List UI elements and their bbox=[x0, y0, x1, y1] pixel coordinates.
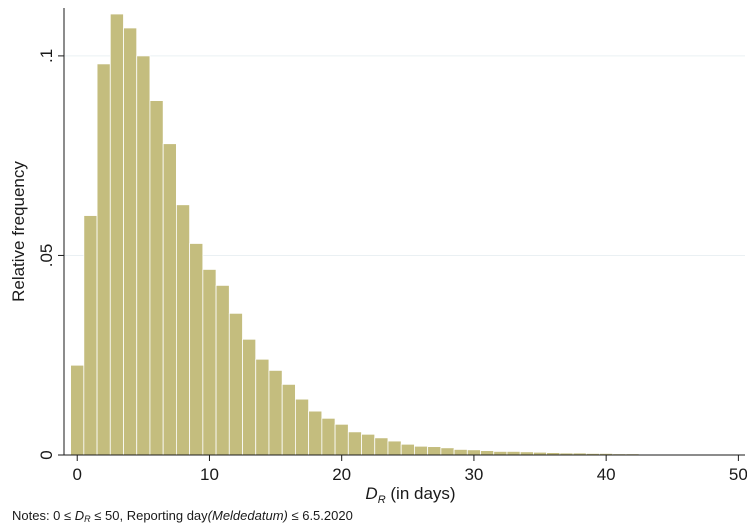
y-tick-label: .1 bbox=[37, 49, 56, 63]
histogram-bar bbox=[215, 284, 230, 456]
histogram-bar bbox=[281, 383, 296, 456]
x-axis-title: DR (in days) bbox=[365, 484, 455, 506]
histogram-bar bbox=[466, 449, 481, 456]
histogram-bar bbox=[506, 451, 521, 456]
histogram-bar bbox=[228, 312, 243, 456]
histogram-bar bbox=[202, 269, 217, 456]
x-tick-label: 10 bbox=[200, 465, 219, 484]
histogram-bar bbox=[149, 100, 164, 456]
y-tick-label: 0 bbox=[37, 450, 56, 459]
histogram-bar bbox=[480, 450, 495, 456]
histogram-bar bbox=[83, 215, 98, 456]
histogram-bar bbox=[414, 445, 429, 456]
histogram-bar bbox=[427, 446, 442, 456]
histogram-bar bbox=[347, 431, 362, 456]
notes-suffix: ≤ 6.5.2020 bbox=[287, 508, 353, 523]
histogram-bar bbox=[493, 451, 508, 456]
histogram-bar bbox=[109, 13, 124, 456]
histogram-bar bbox=[361, 433, 376, 456]
histogram-bar bbox=[321, 417, 336, 456]
notes-symbol: D bbox=[74, 508, 85, 523]
notes-subscript: R bbox=[84, 514, 91, 524]
histogram-bar bbox=[189, 243, 204, 456]
histogram-bar bbox=[242, 338, 257, 456]
histogram-bar bbox=[255, 358, 270, 456]
histogram-bar bbox=[123, 27, 138, 456]
histogram-bar bbox=[440, 447, 455, 456]
histogram-bar bbox=[374, 437, 389, 456]
notes-prefix: Notes: 0 ≤ bbox=[12, 508, 75, 523]
histogram-bar bbox=[308, 410, 323, 456]
histogram-bar bbox=[400, 443, 415, 456]
histogram-bar bbox=[136, 55, 151, 456]
histogram-bar bbox=[334, 423, 349, 456]
x-tick-label: 20 bbox=[332, 465, 351, 484]
x-tick-label: 40 bbox=[597, 465, 616, 484]
y-tick-label: .05 bbox=[37, 244, 56, 268]
x-tick-label: 50 bbox=[729, 465, 747, 484]
x-axis-title-suffix: (in days) bbox=[386, 484, 456, 503]
histogram-bar bbox=[175, 204, 191, 456]
ticks: 0 10 20 30 40 50 0 .05 .1 bbox=[37, 49, 747, 484]
histogram-bar bbox=[453, 449, 468, 456]
bars bbox=[70, 13, 746, 456]
histogram-bar bbox=[70, 364, 85, 456]
chart-notes: Notes: 0 ≤ DR ≤ 50, Reporting day(Melded… bbox=[12, 508, 353, 524]
notes-middle: ≤ 50, Reporting day bbox=[90, 508, 208, 523]
x-tick-label: 30 bbox=[464, 465, 483, 484]
histogram-bar bbox=[96, 63, 111, 456]
y-axis-title: Relative frequency bbox=[9, 161, 28, 302]
notes-italic: (Meldedatum) bbox=[207, 508, 288, 523]
x-tick-label: 0 bbox=[72, 465, 81, 484]
x-axis-title-symbol: D bbox=[365, 484, 377, 503]
histogram-bar bbox=[268, 369, 283, 456]
histogram-bar bbox=[387, 440, 402, 456]
histogram-bar bbox=[162, 143, 177, 456]
histogram-bar bbox=[295, 398, 310, 456]
axes bbox=[63, 8, 745, 456]
x-axis-title-subscript: R bbox=[378, 494, 386, 506]
